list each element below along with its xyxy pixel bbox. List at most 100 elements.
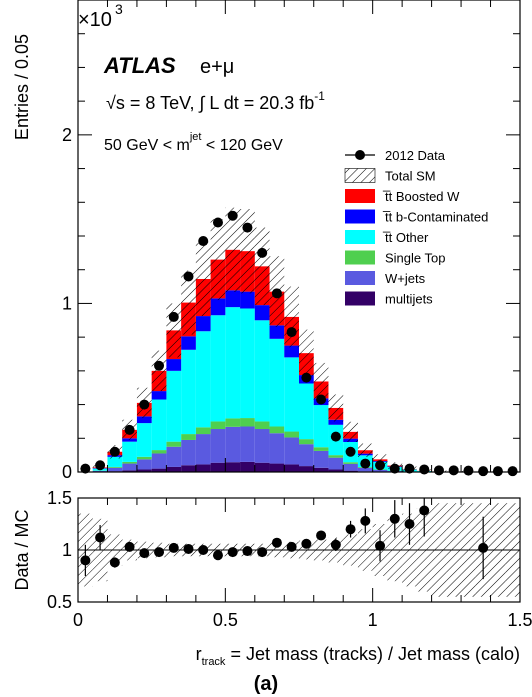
ratio-y-tick-label: 1.5 — [47, 488, 72, 508]
ratio-panel: 0.511.5 0 0.5 1 1.5 Data / MC rtrack = Jet … — [12, 488, 532, 668]
data-point — [419, 464, 430, 475]
ratio-x-ticks: 0 0.5 1 1.5 — [73, 498, 532, 630]
ratio-point — [242, 546, 253, 557]
legend-label: Total SM — [385, 169, 436, 184]
legend-label: t̅t Boosted W — [383, 189, 460, 204]
ratio-point — [316, 530, 327, 541]
data-point — [316, 394, 327, 405]
bar-bcontam — [269, 325, 285, 339]
ratio-point — [257, 547, 268, 558]
bar-singletop — [210, 421, 226, 430]
bar-wjets — [328, 457, 344, 470]
ratio-point — [198, 545, 209, 555]
legend-label: 2012 Data — [385, 148, 446, 163]
bar-bcontam — [166, 359, 182, 371]
bar-wjets — [195, 434, 211, 465]
data-point — [212, 217, 223, 228]
bar-singletop — [254, 421, 270, 430]
bar-ttother — [107, 456, 123, 467]
main-y-ticks: 0 1 2 — [62, 33, 520, 482]
data-point — [330, 431, 341, 442]
bar-wjets — [240, 426, 255, 462]
bar-singletop — [122, 461, 137, 464]
bar-bcontam — [225, 290, 241, 308]
bar-singletop — [343, 462, 358, 464]
data-point — [404, 463, 415, 474]
data-point — [257, 247, 268, 258]
data-point — [301, 372, 312, 383]
legend-swatch-multijets — [345, 291, 375, 306]
legend-label: t̅t Other — [383, 230, 429, 245]
data-point — [286, 327, 297, 338]
bar-bcontam — [240, 291, 255, 309]
y-axis-label: Entries / 0.05 — [12, 34, 32, 140]
data-point — [154, 360, 165, 371]
bar-multijets — [136, 469, 152, 472]
total-sm-hatch-bin — [313, 362, 329, 401]
legend-swatch-boostedW — [345, 189, 375, 203]
ratio-point — [345, 524, 356, 535]
bar-singletop — [284, 431, 299, 438]
bar-singletop — [240, 418, 255, 427]
total-sm-hatch-bin — [225, 207, 241, 292]
total-sm-hatch-bin — [357, 443, 373, 457]
ratio-point — [301, 538, 312, 549]
bar-ttother — [166, 370, 182, 442]
bar-wjets — [269, 433, 285, 464]
mass-range-prefix: 50 GeV < m — [104, 137, 190, 154]
data-point — [80, 463, 91, 474]
energy-lumi-exponent: -1 — [314, 89, 325, 103]
multiplier-exponent: 3 — [115, 1, 123, 17]
data-point — [95, 460, 106, 471]
x-axis-label-r: r — [196, 644, 202, 664]
bar-bcontam — [151, 391, 167, 400]
total-sm-hatch-bin — [299, 329, 314, 377]
data-point — [345, 446, 356, 457]
bar-wjets — [372, 469, 388, 472]
data-point — [389, 463, 400, 474]
main-x-ticks — [77, 0, 521, 472]
bar-multijets — [240, 461, 255, 472]
bar-multijets — [254, 462, 270, 472]
x-axis-label-subscript: track — [202, 656, 226, 668]
bar-bcontam — [181, 336, 196, 350]
bar-multijets — [225, 462, 241, 472]
bar-multijets — [122, 470, 137, 472]
ratio-point — [124, 541, 135, 552]
bar-bcontam — [210, 298, 226, 316]
bar-bcontam — [195, 316, 211, 332]
ratio-point — [478, 542, 489, 553]
x-tick-label: 1.5 — [507, 610, 532, 630]
bar-wjets — [181, 439, 196, 466]
legend-data-marker — [355, 150, 365, 160]
data-point — [242, 222, 253, 233]
bar-ttother — [299, 383, 314, 440]
bar-wjets — [299, 444, 314, 467]
bar-bcontam — [136, 416, 152, 424]
bar-ttother — [151, 399, 167, 451]
bar-wjets — [136, 459, 152, 470]
bar-singletop — [136, 456, 152, 460]
bar-wjets — [166, 446, 182, 467]
ratio-point — [360, 515, 371, 526]
bar-wjets — [284, 437, 299, 465]
data-point — [375, 460, 386, 471]
bar-bcontam — [328, 419, 344, 425]
ratio-y-tick-label: 1 — [62, 540, 72, 560]
y-tick-label: 2 — [62, 125, 72, 145]
legend-swatch-singletop — [345, 250, 375, 265]
ratio-point — [419, 505, 430, 516]
y-tick-label: 1 — [62, 293, 72, 313]
legend-swatch-ttother — [345, 230, 375, 244]
bar-wjets — [210, 429, 226, 463]
bar-ttother — [313, 405, 329, 448]
bar-ttother — [225, 307, 241, 419]
bar-wjets — [92, 470, 108, 472]
atlas-label: ATLAS — [103, 53, 176, 78]
x-tick-label: 0 — [73, 610, 83, 630]
ratio-point — [330, 539, 341, 550]
data-point — [463, 465, 474, 476]
ratio-point — [375, 540, 386, 551]
bar-multijets — [343, 470, 358, 472]
